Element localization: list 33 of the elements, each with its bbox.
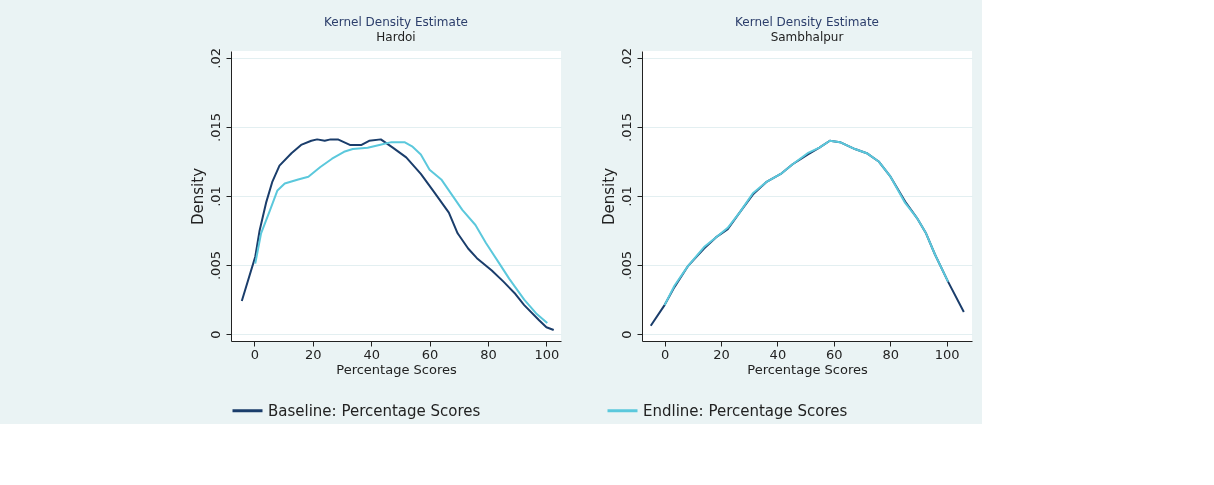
y-tick-label: .01 [207, 186, 223, 207]
x-tick-label: 60 [421, 346, 439, 362]
line-series [663, 139, 950, 307]
x-tick-label: 40 [363, 346, 380, 362]
x-tick-label: 100 [534, 346, 560, 362]
x-tick-label: 0 [660, 346, 670, 362]
y-tick-label: .015 [207, 112, 223, 142]
y-tick-label: .005 [207, 251, 223, 281]
chart-subtitle: Sambhalpur [770, 29, 844, 44]
y-tick-label: .02 [618, 48, 634, 69]
legend-label: Baseline: Percentage Scores [268, 401, 481, 420]
y-axis-title: Density [188, 167, 207, 226]
x-tick-label: 60 [826, 346, 843, 362]
y-tick-label: .015 [618, 112, 634, 142]
y-tick-label: .01 [618, 186, 634, 207]
x-tick-label: 40 [769, 346, 787, 362]
legend-label: Endline: Percentage Scores [643, 401, 848, 420]
y-axis-title: Density [599, 167, 618, 226]
x-axis-title: Percentage Scores [747, 361, 868, 377]
x-tick-label: 20 [305, 346, 322, 362]
y-tick-label: 0 [618, 330, 634, 339]
y-tick-label: .02 [207, 48, 223, 69]
chart-title: Kernel Density Estimate [735, 14, 879, 29]
x-tick-label: 0 [250, 346, 259, 362]
y-tick-label: .005 [618, 251, 634, 281]
chart-title: Kernel Density Estimate [324, 14, 468, 29]
x-axis-title: Percentage Scores [336, 361, 457, 377]
x-tick-label: 80 [882, 346, 899, 362]
chart-subtitle: Hardoi [376, 29, 416, 44]
x-tick-label: 20 [713, 346, 730, 362]
y-tick-label: 0 [207, 330, 223, 339]
x-tick-label: 80 [480, 346, 497, 362]
x-tick-label: 100 [934, 346, 960, 362]
